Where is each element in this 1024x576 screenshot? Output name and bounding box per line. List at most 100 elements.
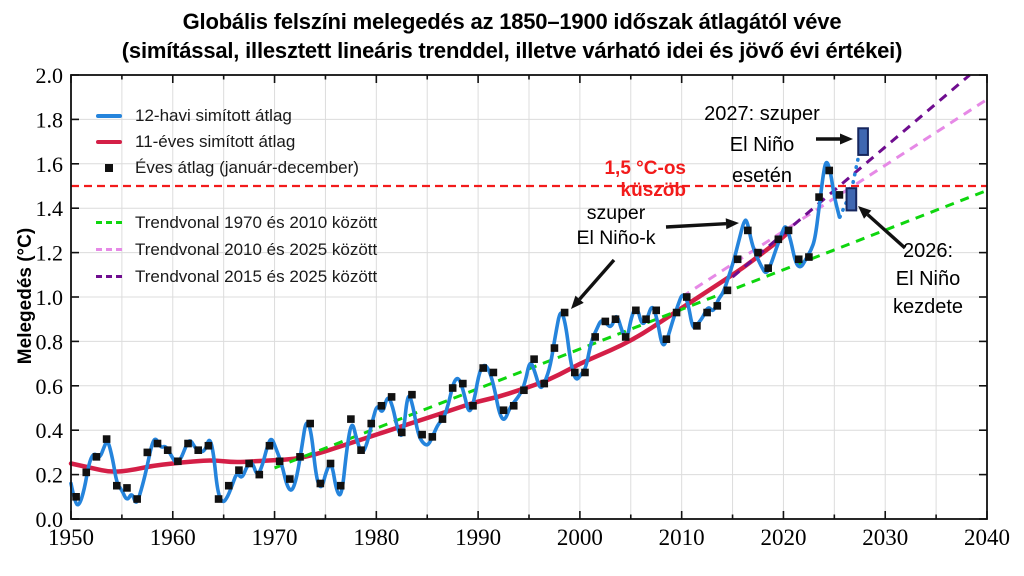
annual-average-marker [163, 446, 172, 454]
annual-average-marker [357, 446, 365, 454]
annual-average-marker [713, 302, 722, 310]
annual-average-marker [835, 191, 844, 199]
chart-title-line1: Globális felszíni melegedés az 1850–1900… [182, 9, 842, 34]
annual-average-marker [306, 419, 314, 428]
annotation-2027-line1: 2027: szuper [704, 103, 820, 125]
legend-item-label: Trendvonal 2010 és 2025 között [135, 239, 378, 259]
chart-legend: 12-havi simított átlag 11-éves simított á… [96, 103, 377, 290]
annual-average-marker [387, 393, 396, 401]
annual-average-marker [265, 441, 274, 450]
annual-average-marker [560, 308, 569, 317]
annual-average-marker [367, 419, 376, 428]
annual-average-marker [153, 439, 162, 448]
arrow-to-2026-bar-head [858, 206, 872, 219]
legend-item-2: 11-éves simított átlag [96, 129, 377, 155]
annual-average-marker [723, 286, 732, 295]
y-tick-label: 1.4 [36, 196, 64, 221]
annual-average-marker [611, 315, 620, 323]
legend-item-6: Trendvonal 2015 és 2025 között [96, 263, 377, 290]
annual-average-marker [469, 401, 477, 410]
annual-average-marker [621, 333, 630, 341]
annual-average-marker [438, 415, 447, 423]
annual-average-marker [336, 481, 345, 490]
annotation-2027-super-el-nino: 2027: szuper El Niño esetén [687, 99, 837, 192]
x-tick-label: 2010 [659, 525, 705, 550]
y-tick-label: 1.6 [36, 152, 64, 177]
annual-average-marker [82, 468, 91, 477]
x-tick-label: 2020 [760, 525, 806, 550]
legend-series-block: 12-havi simított átlag 11-éves simított á… [96, 103, 377, 181]
annual-average-marker [652, 306, 661, 315]
annual-average-marker [102, 435, 111, 443]
annual-average-marker [815, 193, 823, 201]
annual-average-marker [662, 335, 671, 343]
annual-average-marker [397, 428, 406, 437]
legend-dash-swatch [96, 220, 122, 225]
annual-average-marker [204, 441, 213, 450]
threshold-label: 1,5 °C-os küszöb [604, 158, 686, 201]
annual-average-marker [550, 344, 559, 352]
annual-average-marker [520, 386, 528, 395]
annotation-2027-line2: El Niño [729, 134, 795, 156]
annual-average-marker [754, 248, 762, 257]
annual-average-marker [581, 368, 589, 377]
y-tick-label: 0.4 [36, 418, 64, 443]
annual-average-marker [275, 457, 284, 466]
annual-average-marker [377, 401, 386, 410]
legend-trend-block: Trendvonal 1970 és 2010 között Trendvonal… [96, 209, 377, 290]
legend-item-label: 12-havi simított átlag [135, 106, 292, 125]
annual-average-marker [235, 466, 243, 474]
x-tick-label: 1950 [48, 525, 94, 550]
y-tick-label: 0.8 [36, 329, 64, 354]
annual-average-marker [92, 453, 101, 461]
annual-average-marker [428, 433, 437, 441]
legend-item-label: Trendvonal 2015 és 2025 között [135, 266, 378, 286]
annual-average-marker [784, 226, 793, 235]
annual-average-marker [214, 495, 223, 503]
trendline-3 [731, 73, 971, 279]
annual-average-marker [143, 448, 152, 457]
annual-average-marker [133, 495, 141, 503]
legend-item-4: Trendvonal 1970 és 2010 között [96, 209, 377, 236]
annual-average-marker [703, 308, 711, 317]
legend-line-swatch [96, 113, 122, 119]
annotation-super-el-ninos-line1: szuper [586, 202, 646, 224]
annual-average-marker [408, 390, 416, 399]
forecast-bar-2027 [857, 127, 869, 156]
annual-average-marker [774, 235, 783, 244]
annual-average-marker [113, 481, 121, 490]
annual-average-marker [693, 322, 701, 330]
y-tick-label: 1.0 [36, 285, 64, 310]
forecast-bar-2026 [845, 187, 858, 212]
annotation-super-el-ninos: szuper El Niño-k [551, 201, 681, 251]
annotation-2026-line3: kezdete [892, 296, 964, 318]
annual-average-marker [672, 308, 681, 317]
annual-average-marker [499, 406, 508, 415]
annotation-super-el-ninos-line2: El Niño-k [576, 227, 656, 249]
legend-square-marker [105, 164, 113, 172]
annual-average-marker [530, 355, 538, 363]
x-tick-label: 1970 [252, 525, 298, 550]
annotation-2026-el-nino-start: 2026: El Niño kezdete [858, 237, 998, 321]
annual-average-marker [255, 470, 264, 479]
x-tick-label: 2030 [862, 525, 908, 550]
legend-line-swatch [96, 139, 122, 145]
x-tick-label: 1980 [353, 525, 399, 550]
annual-average-marker [347, 415, 355, 423]
y-tick-label: 0.6 [36, 374, 64, 399]
arrow-to-2016-peak-head [725, 218, 739, 230]
legend-item-1: 12-havi simított átlag [96, 103, 377, 129]
annual-average-marker [794, 255, 803, 264]
annotation-2026-line1: 2026: [902, 240, 954, 262]
arrow-to-2027-bar-head [840, 133, 853, 145]
annual-average-marker [72, 493, 80, 501]
legend-dash-swatch [96, 247, 122, 252]
y-tick-label: 1.8 [36, 107, 64, 132]
y-tick-label: 0.2 [36, 463, 64, 488]
annual-average-marker [448, 384, 457, 392]
legend-item-3: Éves átlag (január-december) [96, 155, 377, 181]
annual-average-marker [174, 457, 182, 466]
legend-item-label: 11-éves simított átlag [135, 132, 296, 151]
annual-average-marker [123, 484, 131, 492]
